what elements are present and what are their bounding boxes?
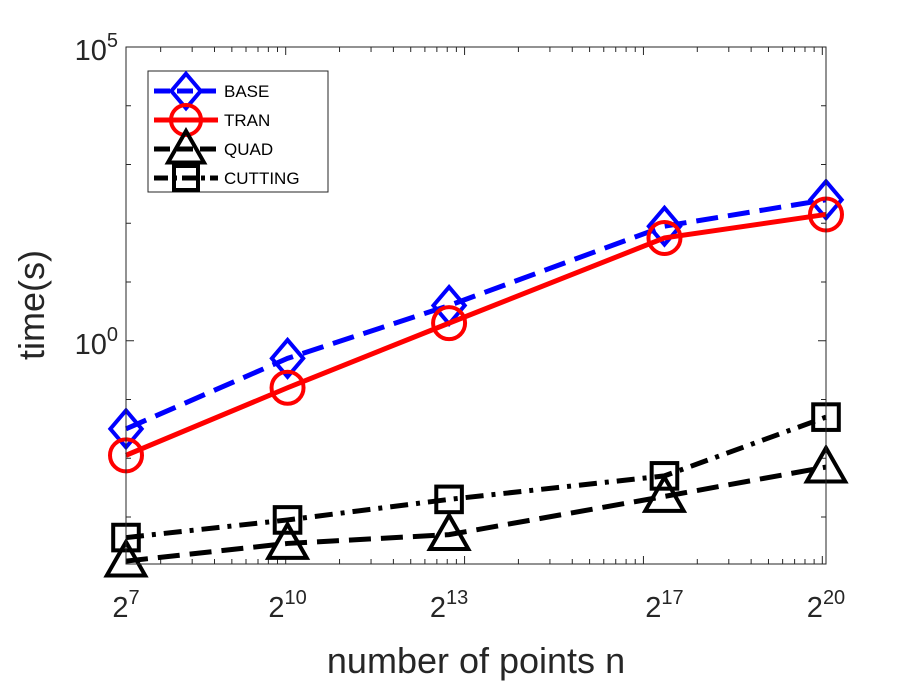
legend-label: BASE [224,82,269,101]
x-axis-title: number of points n [327,640,625,681]
x-tick-base: 2 [268,592,284,624]
data-point-base [269,336,306,380]
x-tick-label: 27 [112,587,139,624]
legend-entry-quad: QUAD [154,126,273,165]
legend-marker [172,164,200,192]
x-tick-exponent: 13 [446,587,468,609]
legend-marker [168,70,204,112]
x-tick-base: 2 [112,592,128,624]
legend-label: TRAN [224,111,270,130]
legend-entry-base: BASE [154,70,269,112]
legend-entry-cutting: CUTTING [154,164,300,192]
series-line-tran [125,211,827,458]
y-tick-base: 10 [75,35,107,67]
data-point-quad [103,537,149,578]
data-point-quad [264,520,311,560]
x-tick-label: 220 [807,587,845,624]
x-tick-label: 217 [645,587,683,624]
legend-label: CUTTING [224,169,300,188]
data-point-cutting [434,484,464,515]
series-line-base [125,197,827,432]
x-tick-exponent: 10 [284,587,306,609]
series-quad [103,443,849,578]
x-tick-base: 2 [430,592,446,624]
x-tick-base: 2 [807,592,823,624]
x-tick-label: 210 [268,587,306,624]
plot-frame [125,46,827,565]
data-point-cutting [272,505,303,535]
y-tick-label: 105 [75,30,118,67]
data-point-tran [269,369,306,406]
legend: BASE TRAN QUAD CUTTING [147,70,329,193]
y-tick-exponent: 5 [107,30,118,52]
x-tick-label: 213 [430,587,468,624]
x-tick-exponent: 17 [661,587,683,609]
y-tick-base: 10 [75,329,107,361]
x-tick-exponent: 7 [129,587,140,609]
data-point-cutting [649,461,680,491]
data-point-quad [426,511,472,552]
data-point-quad [641,473,688,513]
y-axis-title: time(s) [11,250,52,360]
legend-label: QUAD [224,140,273,159]
series-line-quad [125,464,827,564]
x-tick-exponent: 20 [823,587,845,609]
data-point-tran [646,219,683,256]
y-tick-exponent: 0 [107,324,118,346]
x-tick-base: 2 [645,592,661,624]
series-line-cutting [125,414,827,541]
data-point-base [646,204,683,248]
legend-marker [164,126,208,165]
data-point-tran [431,305,468,342]
y-tick-label: 100 [75,324,118,361]
series-layer [103,178,849,578]
